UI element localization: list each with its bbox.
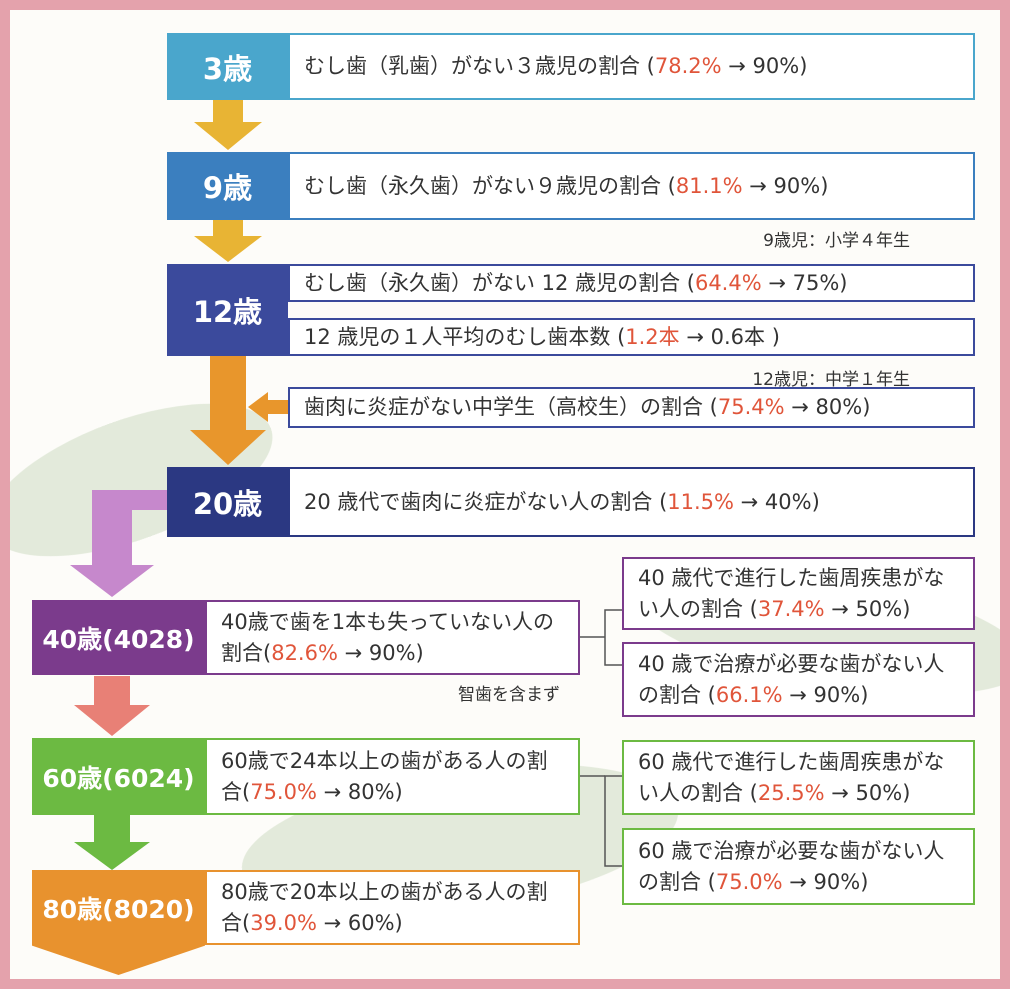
current-value: 37.4%	[757, 596, 825, 621]
age-text: 40歳(4028)	[42, 624, 195, 654]
goal-text: 80歳で20本以上の歯がある人の割合(39.0% → 60%)	[221, 877, 564, 938]
goal-text: 20 歳代で歯肉に炎症がない人の割合 (11.5% → 40%)	[304, 487, 820, 517]
goal-box: 60 歳で治療が必要な歯がない人の割合 (75.0% → 90%)	[622, 828, 975, 905]
goal-box: 40 歳代で進行した歯周疾患がない人の割合 (37.4% → 50%)	[622, 557, 975, 630]
goal-box: 80歳で20本以上の歯がある人の割合(39.0% → 60%)	[205, 870, 580, 945]
current-value: 66.1%	[715, 682, 783, 707]
current-value: 82.6%	[271, 640, 338, 665]
current-value: 81.1%	[675, 173, 743, 198]
text: → 90%)	[782, 869, 869, 894]
goal-text: 40 歳代で進行した歯周疾患がない人の割合 (37.4% → 50%)	[638, 563, 959, 624]
age-label: 12歳	[167, 264, 288, 356]
age-text: 3歳	[202, 51, 253, 86]
text: → 90%)	[337, 640, 424, 665]
text: → 90%)	[782, 682, 869, 707]
age-text: 12歳	[192, 295, 263, 329]
text: 60 歳代で進行した歯周疾患がない人の割合 (	[638, 750, 945, 805]
text: → 80%)	[784, 395, 871, 420]
text: → 40%)	[733, 489, 820, 514]
text: 60 歳で治療が必要な歯がない人の割合 (	[638, 839, 945, 894]
current-value: 1.2本	[625, 324, 680, 349]
text: 12 歳児の１人平均のむし歯本数 (	[304, 324, 626, 349]
goal-box: むし歯（永久歯）がない９歳児の割合 (81.1% → 90%)	[288, 152, 975, 220]
text: → 90%)	[742, 173, 829, 198]
goal-text: 40歳で歯を1本も失っていない人の割合(82.6% → 90%)	[221, 607, 564, 668]
age-label: 9歳	[167, 152, 288, 220]
arrow	[194, 220, 262, 262]
text: 40 歳で治療が必要な歯がない人の割合 (	[638, 652, 945, 707]
current-value: 75.0%	[250, 779, 317, 804]
age-text: 9歳	[202, 171, 253, 205]
goal-text: 60 歳代で進行した歯周疾患がない人の割合 (25.5% → 50%)	[638, 747, 959, 808]
goal-text: むし歯（永久歯）がない９歳児の割合 (81.1% → 90%)	[304, 171, 828, 201]
age-label: 40歳(4028)	[32, 600, 205, 675]
age-text: 60歳(6024)	[42, 763, 195, 793]
goal-text: 40 歳で治療が必要な歯がない人の割合 (66.1% → 90%)	[638, 649, 959, 710]
text: → 80%)	[316, 779, 403, 804]
text: 歯肉に炎症がない中学生（高校生）の割合 (	[304, 395, 718, 420]
note: 智歯を含まず	[458, 685, 560, 705]
goal-text: 歯肉に炎症がない中学生（高校生）の割合 (75.4% → 80%)	[304, 392, 870, 422]
arrow	[194, 100, 262, 150]
goal-text: むし歯（乳歯）がない３歳児の割合 (78.2% → 90%)	[304, 51, 807, 81]
goal-box: 12 歳児の１人平均のむし歯本数 (1.2本 → 0.6本 )	[288, 318, 975, 356]
age-text: 80歳(8020)	[42, 895, 195, 924]
text: 40歳で歯を1本も失っていない人の割合(	[221, 610, 555, 665]
current-value: 39.0%	[250, 910, 317, 935]
text: → 0.6本 )	[679, 324, 780, 349]
text: むし歯（永久歯）がない 12 歳児の割合 (	[304, 270, 695, 295]
bracket	[580, 609, 622, 867]
current-value: 64.4%	[694, 270, 762, 295]
text: 40 歳代で進行した歯周疾患がない人の割合 (	[638, 566, 945, 621]
text: → 50%)	[824, 780, 911, 805]
text: → 50%)	[824, 596, 911, 621]
text: 20 歳代で歯肉に炎症がない人の割合 (	[304, 489, 668, 514]
goal-text: 12 歳児の１人平均のむし歯本数 (1.2本 → 0.6本 )	[304, 322, 780, 352]
note: 9歳児：小学４年生	[763, 231, 910, 251]
goal-text: 60 歳で治療が必要な歯がない人の割合 (75.0% → 90%)	[638, 836, 959, 897]
text: → 75%)	[761, 270, 848, 295]
text: むし歯（乳歯）がない３歳児の割合 (	[304, 54, 655, 79]
goal-box: むし歯（乳歯）がない３歳児の割合 (78.2% → 90%)	[288, 33, 975, 100]
arrow	[190, 356, 266, 465]
goal-box: 60 歳代で進行した歯周疾患がない人の割合 (25.5% → 50%)	[622, 740, 975, 815]
age-label: 20歳	[167, 467, 288, 537]
text: 60歳で24本以上の歯がある人の割合(	[221, 749, 548, 804]
current-value: 11.5%	[667, 489, 734, 514]
text: 80歳で20本以上の歯がある人の割合(	[221, 880, 548, 935]
current-value: 25.5%	[757, 780, 825, 805]
age-label: 3歳	[167, 33, 288, 100]
arrow	[74, 815, 150, 870]
goal-box: 20 歳代で歯肉に炎症がない人の割合 (11.5% → 40%)	[288, 467, 975, 537]
goal-box: むし歯（永久歯）がない 12 歳児の割合 (64.4% → 75%)	[288, 264, 975, 302]
arrow	[70, 490, 167, 597]
goal-box: 歯肉に炎症がない中学生（高校生）の割合 (75.4% → 80%)	[288, 387, 975, 428]
arrow	[74, 676, 150, 736]
text: むし歯（永久歯）がない９歳児の割合 (	[304, 173, 676, 198]
goal-text: 60歳で24本以上の歯がある人の割合(75.0% → 80%)	[221, 746, 564, 807]
text: → 90%)	[721, 54, 808, 79]
goal-box: 40 歳で治療が必要な歯がない人の割合 (66.1% → 90%)	[622, 642, 975, 717]
goal-box: 60歳で24本以上の歯がある人の割合(75.0% → 80%)	[205, 738, 580, 815]
age-label: 60歳(6024)	[32, 738, 205, 815]
arrow	[248, 392, 290, 422]
current-value: 75.0%	[715, 869, 783, 894]
current-value: 78.2%	[654, 54, 722, 79]
current-value: 75.4%	[717, 395, 785, 420]
goal-text: むし歯（永久歯）がない 12 歳児の割合 (64.4% → 75%)	[304, 268, 848, 298]
goal-box: 40歳で歯を1本も失っていない人の割合(82.6% → 90%)	[205, 600, 580, 675]
note: 12歳児：中学１年生	[752, 370, 910, 390]
age-text: 20歳	[192, 487, 263, 521]
text: → 60%)	[316, 910, 403, 935]
